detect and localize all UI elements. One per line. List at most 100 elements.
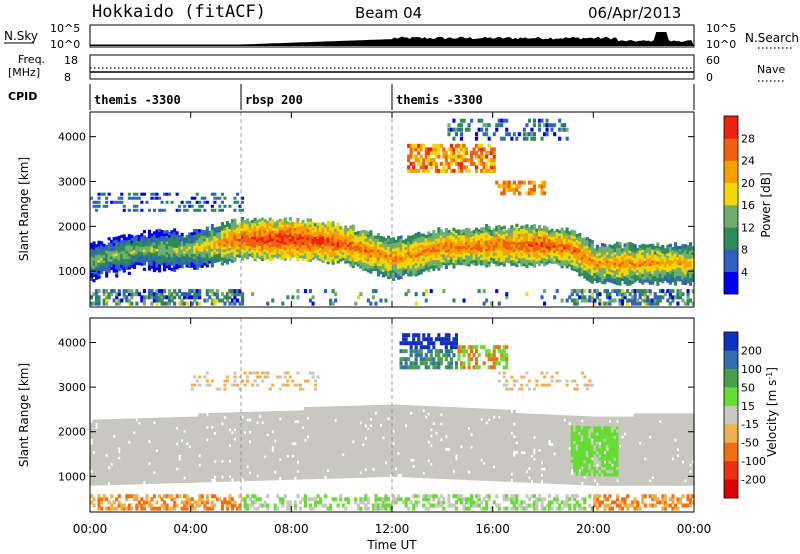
- power-cell: [618, 247, 622, 251]
- power-cell: [691, 246, 695, 250]
- power-cell: [424, 240, 428, 244]
- power-cell: [482, 301, 486, 306]
- power-cell: [246, 237, 250, 241]
- power-cell: [198, 301, 202, 306]
- power-cell: [643, 265, 647, 269]
- power-cell: [371, 238, 375, 242]
- power-cell: [636, 301, 640, 306]
- velocity-cell: [145, 474, 149, 478]
- power-cell: [480, 127, 484, 132]
- power-cell: [618, 274, 622, 278]
- power-cell: [268, 257, 272, 262]
- power-cell: [495, 127, 499, 132]
- velocity-cell: [152, 436, 156, 441]
- power-cell: [414, 246, 418, 250]
- power-cell: [409, 243, 413, 247]
- velocity-cell: [90, 432, 94, 436]
- velocity-cell: [115, 428, 119, 432]
- velocity-cell: [140, 421, 144, 425]
- power-cell: [543, 260, 547, 264]
- power-cell: [631, 298, 635, 303]
- power-cell: [384, 273, 388, 277]
- power-cell: [671, 249, 675, 253]
- power-cell: [288, 222, 292, 226]
- power-cell: [492, 244, 496, 248]
- power-cell: [278, 224, 282, 228]
- power-cell: [291, 254, 295, 258]
- velocity-cell: [97, 438, 101, 442]
- power-cell: [621, 250, 625, 255]
- power-cell: [364, 235, 368, 239]
- power-cell: [316, 257, 320, 261]
- velocity-cell: [110, 450, 114, 454]
- power-cell: [366, 261, 370, 265]
- power-cell: [573, 265, 577, 269]
- velocity-cell: [170, 448, 174, 453]
- power-cell: [324, 232, 328, 236]
- power-cell: [291, 235, 295, 239]
- power-cell: [417, 250, 421, 254]
- power-cell: [321, 254, 325, 258]
- power-cell: [573, 230, 577, 234]
- power-cell: [218, 242, 222, 246]
- power-cell: [590, 253, 594, 257]
- power-cell: [326, 255, 330, 259]
- velocity-cell: [127, 421, 131, 426]
- power-cell: [459, 158, 463, 163]
- power-cell: [102, 257, 106, 261]
- power-cell: [155, 245, 159, 249]
- power-cell: [583, 267, 587, 271]
- power-cell: [495, 249, 499, 253]
- velocity-cell: [137, 471, 141, 475]
- power-cell: [286, 240, 290, 244]
- power-cell: [540, 246, 544, 251]
- power-cell: [517, 238, 521, 242]
- power-cell: [122, 204, 126, 208]
- power-cell: [376, 249, 380, 253]
- power-cell: [429, 257, 433, 261]
- power-cell: [301, 257, 305, 261]
- velocity-cell: [107, 453, 111, 458]
- velocity-cell: [135, 430, 139, 435]
- power-cell: [658, 289, 662, 294]
- power-cell: [168, 266, 172, 271]
- velocity-cell: [110, 481, 114, 486]
- power-cell: [215, 226, 219, 230]
- velocity-cell: [95, 419, 99, 424]
- power-cell: [107, 292, 111, 297]
- velocity-cell: [158, 467, 162, 472]
- power-cell: [150, 252, 154, 256]
- power-cell: [90, 253, 94, 257]
- power-cell: [560, 257, 564, 261]
- power-cell: [656, 253, 660, 257]
- power-cell: [691, 254, 695, 258]
- power-cell: [580, 237, 584, 241]
- power-cell: [236, 224, 240, 228]
- velocity-cell: [152, 445, 156, 450]
- power-cell: [429, 249, 433, 253]
- power-cell: [223, 196, 227, 200]
- power-cell: [525, 251, 529, 255]
- power-cell: [689, 282, 693, 286]
- power-cell: [397, 268, 401, 272]
- velocity-cell: [158, 480, 162, 484]
- velocity-cell: [135, 449, 139, 454]
- power-cell: [311, 230, 315, 234]
- power-cell: [170, 235, 174, 239]
- velocity-cell: [155, 436, 159, 441]
- power-cell: [673, 258, 677, 262]
- power-cell: [213, 241, 217, 245]
- power-cell: [198, 250, 202, 254]
- power-cell: [485, 258, 489, 263]
- power-cell: [173, 263, 177, 267]
- power-cell: [341, 254, 345, 258]
- power-cell: [578, 259, 582, 264]
- power-cell: [467, 247, 471, 251]
- power-cell: [303, 250, 307, 254]
- power-cell: [306, 242, 310, 246]
- power-cell: [487, 255, 491, 259]
- power-cell: [485, 245, 489, 249]
- velocity-cell: [130, 446, 134, 451]
- power-cell: [603, 257, 607, 261]
- power-cell: [336, 228, 340, 232]
